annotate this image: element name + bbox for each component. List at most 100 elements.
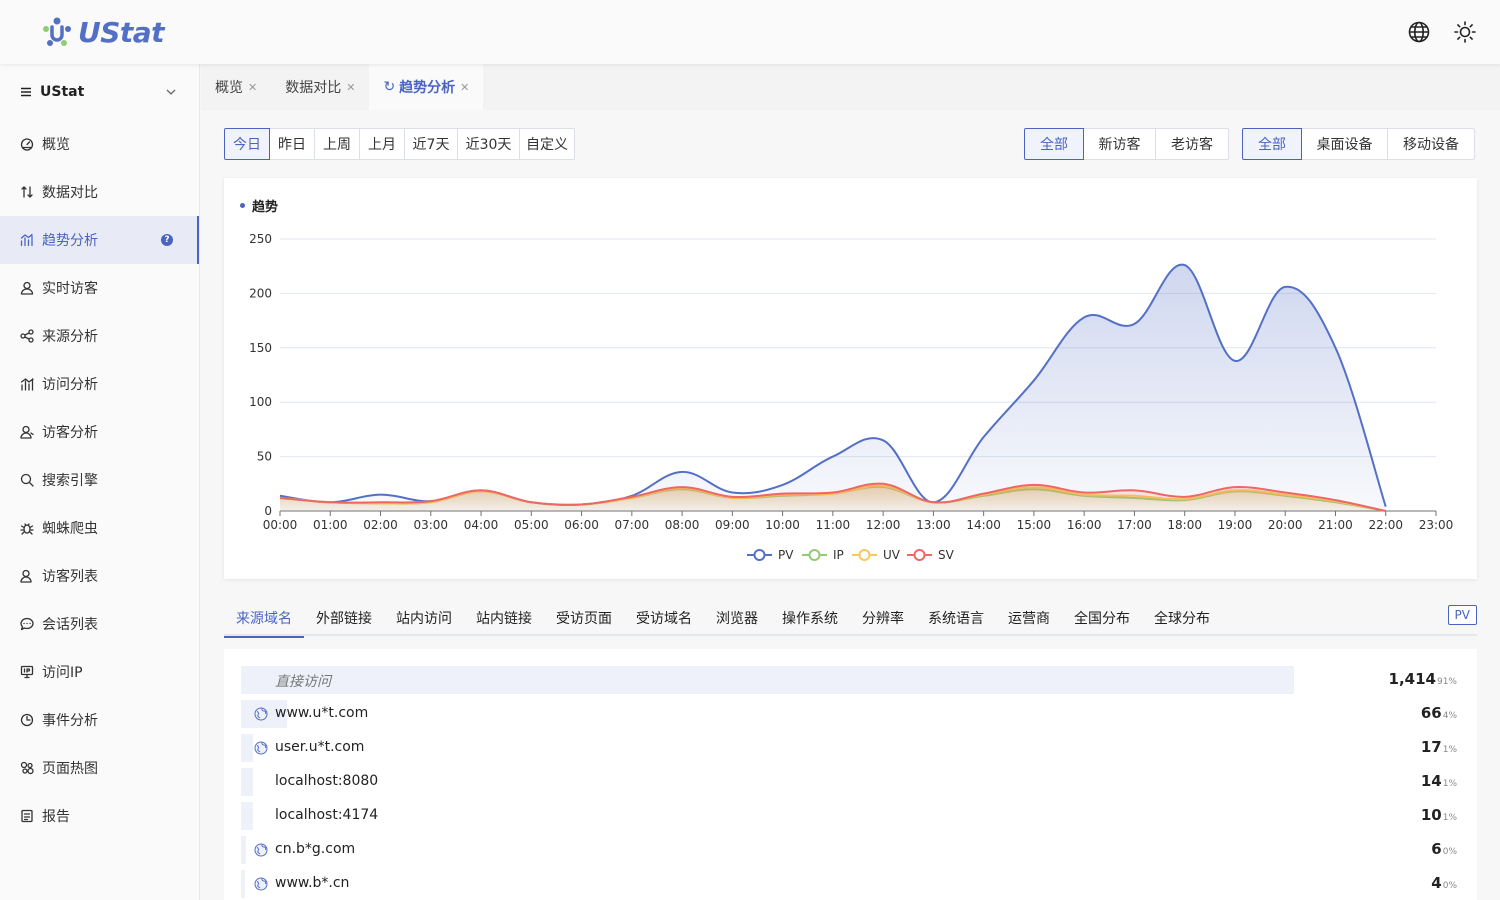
- source-domain-list: 直接访问 1,41491% www.u*t.com 664% user.u*t.com 1…: [224, 649, 1477, 900]
- share-icon: [20, 329, 34, 343]
- help-icon[interactable]: ?: [161, 234, 173, 246]
- legend-label: SV: [938, 548, 955, 562]
- sidebar-item-search[interactable]: 搜索引擎: [0, 456, 199, 504]
- close-icon[interactable]: ✕: [346, 80, 356, 94]
- sidebar-item-dashboard[interactable]: 概览: [0, 120, 199, 168]
- globe-favicon-icon: [254, 877, 268, 891]
- clock-icon: [20, 713, 34, 727]
- dimension-tab-1[interactable]: 外部链接: [316, 611, 372, 627]
- sidebar-item-trend[interactable]: 趋势分析?: [0, 216, 199, 264]
- list-icon: [21, 87, 31, 97]
- y-tick-label: 200: [249, 286, 272, 300]
- device-button-0[interactable]: 全部: [1242, 128, 1302, 160]
- sidebar-item-user-list[interactable]: 访客列表: [0, 552, 199, 600]
- device-button-1[interactable]: 桌面设备: [1302, 128, 1388, 160]
- dimension-tab-3[interactable]: 站内链接: [476, 611, 532, 627]
- legend-item-uv[interactable]: UV: [852, 548, 901, 562]
- sidebar-item-label: 访客列表: [42, 569, 98, 585]
- logo-text: UStat: [78, 15, 165, 49]
- dimension-tab-4[interactable]: 受访页面: [556, 611, 612, 627]
- y-tick-label: 150: [249, 341, 272, 355]
- refresh-icon[interactable]: ↻: [383, 79, 396, 95]
- legend-item-pv[interactable]: PV: [747, 548, 794, 562]
- value-number: 6: [1431, 840, 1442, 858]
- trend-icon: [20, 233, 34, 247]
- close-icon[interactable]: ✕: [248, 80, 258, 94]
- legend-label: UV: [883, 548, 901, 562]
- list-item[interactable]: 直接访问 1,41491%: [241, 666, 1457, 694]
- sidebar-item-report[interactable]: 报告: [0, 792, 199, 840]
- dimension-tab-7[interactable]: 操作系统: [782, 611, 838, 627]
- date-range-button-4[interactable]: 近7天: [405, 128, 458, 160]
- sidebar-item-clock[interactable]: 事件分析: [0, 696, 199, 744]
- legend-item-sv[interactable]: SV: [907, 548, 955, 562]
- list-item-label: localhost:4174: [275, 807, 379, 823]
- date-range-button-1[interactable]: 昨日: [270, 128, 315, 160]
- site-selector[interactable]: UStat: [0, 64, 199, 120]
- y-tick-label: 100: [249, 395, 272, 409]
- x-tick-label: 05:00: [514, 518, 549, 532]
- logo[interactable]: UStat: [40, 14, 165, 50]
- date-range-button-6[interactable]: 自定义: [520, 128, 575, 160]
- list-item[interactable]: user.u*t.com 171%: [241, 734, 1457, 762]
- visitor-type-button-1[interactable]: 新访客: [1084, 128, 1156, 160]
- tab-trend[interactable]: ↻ 趋势分析 ✕: [369, 64, 484, 110]
- list-item[interactable]: www.b*.cn 40%: [241, 870, 1457, 898]
- globe-icon[interactable]: [1407, 20, 1431, 44]
- date-range-button-2[interactable]: 上周: [315, 128, 360, 160]
- dimension-tab-9[interactable]: 系统语言: [928, 611, 984, 627]
- list-item-label: cn.b*g.com: [275, 841, 356, 857]
- main-content: 今日 昨日 上周 上月 近7天 近30天 自定义 全部 新访客 老访客 全部 桌面设备 移动设备 趋…: [201, 110, 1500, 900]
- list-item-value: 664%: [1421, 704, 1457, 722]
- list-item[interactable]: cn.b*g.com 60%: [241, 836, 1457, 864]
- trend-chart: 0 50 100 150 200 250 00:00 01:00 02:00 03:00 04:00…: [249, 232, 1453, 562]
- list-item[interactable]: localhost:4174 101%: [241, 802, 1457, 830]
- tab-compare[interactable]: 数据对比 ✕: [271, 64, 369, 110]
- dimension-tab-10[interactable]: 运营商: [1008, 611, 1050, 627]
- dimension-tab-11[interactable]: 全国分布: [1074, 611, 1130, 627]
- close-icon[interactable]: ✕: [460, 80, 470, 94]
- dimension-tab-0[interactable]: 来源域名: [224, 600, 304, 638]
- sidebar-item-label: 蜘蛛爬虫: [42, 521, 98, 537]
- list-item[interactable]: localhost:8080 141%: [241, 768, 1457, 796]
- list-item[interactable]: www.u*t.com 664%: [241, 700, 1457, 728]
- share-bar: [241, 836, 246, 864]
- sidebar-item-bug[interactable]: 蜘蛛爬虫: [0, 504, 199, 552]
- dimension-tab-6[interactable]: 浏览器: [716, 611, 758, 627]
- dimension-tab-5[interactable]: 受访域名: [636, 611, 692, 627]
- sidebar-item-label: 实时访客: [42, 281, 98, 297]
- sidebar-item-bar-chart[interactable]: 访问分析: [0, 360, 199, 408]
- value-number: 10: [1420, 806, 1442, 824]
- sidebar-item-heatmap[interactable]: 页面热图: [0, 744, 199, 792]
- theme-sun-icon[interactable]: [1453, 20, 1477, 44]
- date-range-button-0[interactable]: 今日: [224, 128, 270, 160]
- sidebar-item-ip[interactable]: 访问IP: [0, 648, 199, 696]
- metric-tag[interactable]: PV: [1447, 605, 1477, 625]
- sidebar-item-compare[interactable]: 数据对比: [0, 168, 199, 216]
- value-number: 1,414: [1388, 670, 1436, 688]
- series-line-sv[interactable]: [279, 482, 1386, 512]
- x-tick-label: 16:00: [1067, 518, 1102, 532]
- x-tick-label: 04:00: [464, 518, 499, 532]
- dimension-tab-8[interactable]: 分辨率: [862, 611, 904, 627]
- sidebar-item-chat[interactable]: 会话列表: [0, 600, 199, 648]
- title-text: 趋势: [252, 200, 279, 215]
- date-range-button-3[interactable]: 上月: [360, 128, 405, 160]
- value-percent: 4%: [1442, 711, 1457, 721]
- visitor-type-button-2[interactable]: 老访客: [1156, 128, 1229, 160]
- date-range-button-5[interactable]: 近30天: [458, 128, 520, 160]
- device-button-2[interactable]: 移动设备: [1388, 128, 1475, 160]
- visitor-type-button-0[interactable]: 全部: [1024, 128, 1084, 160]
- sidebar-item-users[interactable]: 访客分析: [0, 408, 199, 456]
- sidebar-item-user[interactable]: 实时访客: [0, 264, 199, 312]
- dimension-tab-2[interactable]: 站内访问: [396, 611, 452, 627]
- legend-item-ip[interactable]: IP: [802, 548, 844, 562]
- dimension-tab-12[interactable]: 全球分布: [1154, 611, 1210, 627]
- x-tick-label: 13:00: [916, 518, 951, 532]
- x-tick-label: 17:00: [1117, 518, 1152, 532]
- sidebar-item-share[interactable]: 来源分析: [0, 312, 199, 360]
- x-tick-label: 11:00: [816, 518, 851, 532]
- tab-overview[interactable]: 概览 ✕: [201, 64, 271, 110]
- ip-icon: [20, 665, 34, 679]
- share-bar: [241, 802, 253, 830]
